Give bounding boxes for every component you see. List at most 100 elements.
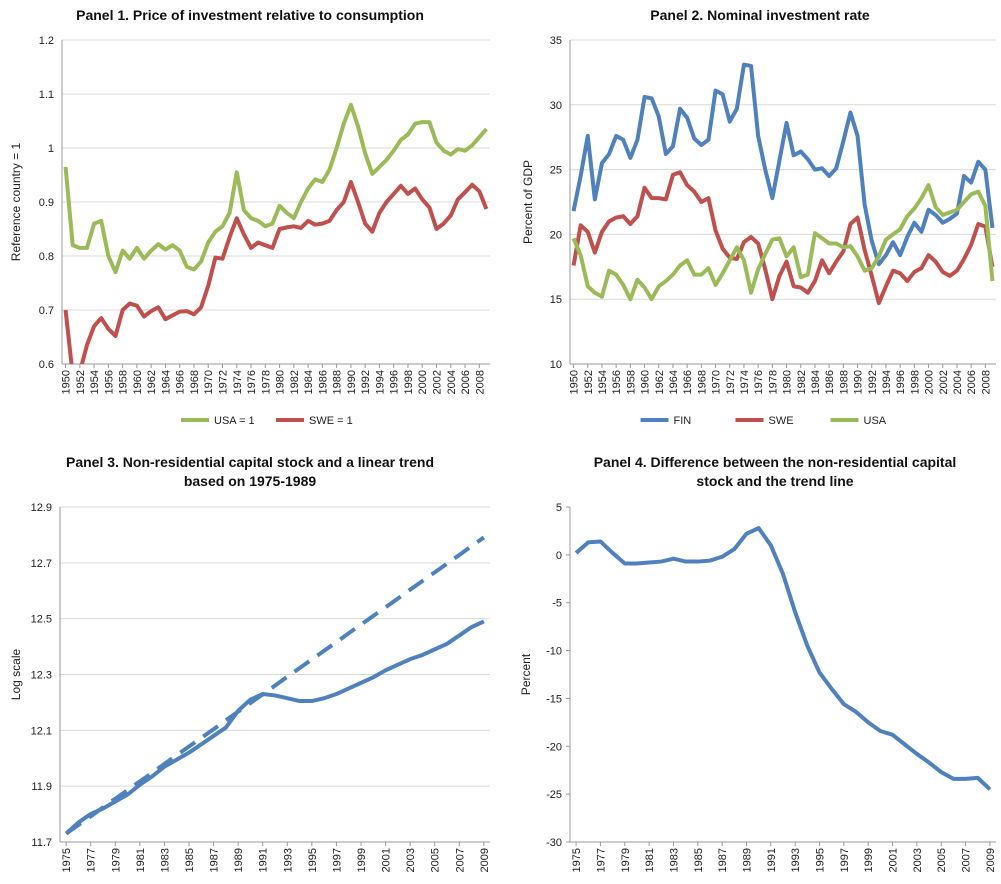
x-tick-label: 1974 <box>739 370 751 394</box>
x-tick-label: 1979 <box>110 848 122 872</box>
x-tick-label: 1958 <box>118 370 130 394</box>
x-tick-label: 1995 <box>307 848 319 872</box>
x-tick-label: 1950 <box>569 370 581 394</box>
x-tick-label: 2006 <box>460 370 472 394</box>
x-tick-label: 1988 <box>332 370 344 394</box>
x-tick-label: 1960 <box>132 370 144 394</box>
y-tick-label: 12.9 <box>31 502 52 514</box>
x-tick-label: 2004 <box>446 370 458 394</box>
y-tick-label: 30 <box>550 100 562 112</box>
x-tick-label: 1952 <box>75 370 87 394</box>
data-line <box>64 619 485 836</box>
x-tick-label: 1990 <box>853 370 865 394</box>
x-tick-label: 1980 <box>782 370 794 394</box>
x-tick-label: 1984 <box>303 370 315 394</box>
y-tick-label: 12.5 <box>31 614 52 626</box>
x-tick-label: 2003 <box>405 848 417 872</box>
x-tick-label: 1970 <box>203 370 215 394</box>
x-tick-label: 1997 <box>839 848 851 872</box>
chart-title: Panel 3. Non-residential capital stock a… <box>66 454 434 489</box>
y-tick-label: 12.1 <box>31 725 52 737</box>
x-tick-label: 1993 <box>790 848 802 872</box>
y-tick-label: 25 <box>550 165 562 177</box>
x-tick-label: 1986 <box>824 370 836 394</box>
x-tick-label: 2007 <box>961 848 973 872</box>
x-tick-label: 1992 <box>867 370 879 394</box>
y-axis-label: Reference country = 1 <box>9 142 23 261</box>
y-tick-label: 0 <box>556 550 562 562</box>
x-tick-label: 1995 <box>815 848 827 872</box>
x-tick-label: 1966 <box>175 370 187 394</box>
x-tick-label: 2009 <box>479 848 491 872</box>
data-line <box>63 180 489 364</box>
data-line <box>571 62 995 267</box>
x-tick-label: 1952 <box>583 370 595 394</box>
x-tick-label: 1985 <box>184 848 196 872</box>
y-tick-label: 12.3 <box>31 670 52 682</box>
y-tick-label: 10 <box>550 359 562 371</box>
x-tick-label: 1989 <box>233 848 245 872</box>
legend-label: USA = 1 <box>214 415 255 427</box>
x-tick-label: 1980 <box>275 370 287 394</box>
x-tick-label: 2001 <box>381 848 393 872</box>
x-tick-label: 2007 <box>454 848 466 872</box>
legend-label: USA <box>864 415 887 427</box>
x-tick-label: 2002 <box>432 370 444 394</box>
x-tick-label: 1982 <box>289 370 301 394</box>
y-tick-label: -30 <box>546 837 562 849</box>
x-tick-label: 1998 <box>909 370 921 394</box>
y-tick-label: 5 <box>556 502 562 514</box>
x-tick-label: 1958 <box>625 370 637 394</box>
x-tick-label: 2002 <box>938 370 950 394</box>
x-tick-label: 2008 <box>474 370 486 394</box>
x-tick-label: 1968 <box>696 370 708 394</box>
x-tick-label: 2004 <box>952 370 964 394</box>
x-tick-label: 1993 <box>282 848 294 872</box>
y-tick-label: -5 <box>552 598 562 610</box>
y-tick-label: -20 <box>546 741 562 753</box>
x-tick-label: 1962 <box>146 370 158 394</box>
x-tick-label: 1991 <box>766 848 778 872</box>
x-tick-label: 1991 <box>258 848 270 872</box>
y-axis-label: Percent of GDP <box>521 160 535 244</box>
x-tick-label: 1977 <box>595 848 607 872</box>
x-tick-label: 2005 <box>430 848 442 872</box>
x-tick-label: 1996 <box>389 370 401 394</box>
data-line <box>63 102 488 275</box>
x-tick-label: 1984 <box>810 370 822 394</box>
x-tick-label: 2003 <box>912 848 924 872</box>
legend-label: FIN <box>674 415 692 427</box>
legend-label: SWE <box>769 415 794 427</box>
y-tick-label: 0.9 <box>39 197 54 209</box>
x-tick-label: 1987 <box>717 848 729 872</box>
chart-title: Panel 2. Nominal investment rate <box>650 7 870 23</box>
x-tick-label: 1982 <box>796 370 808 394</box>
x-tick-label: 1983 <box>668 848 680 872</box>
x-tick-label: 1966 <box>682 370 694 394</box>
y-tick-label: 12.7 <box>31 558 52 570</box>
y-tick-label: 0.6 <box>39 359 54 371</box>
x-tick-label: 1994 <box>881 370 893 394</box>
x-tick-label: 1994 <box>374 370 386 394</box>
y-tick-label: 1.2 <box>39 35 54 47</box>
x-tick-label: 1999 <box>356 848 368 872</box>
x-tick-label: 2001 <box>888 848 900 872</box>
x-tick-label: 1981 <box>644 848 656 872</box>
x-tick-label: 1989 <box>741 848 753 872</box>
y-tick-label: 15 <box>550 294 562 306</box>
x-tick-label: 1985 <box>693 848 705 872</box>
x-tick-label: 1997 <box>331 848 343 872</box>
x-tick-label: 1998 <box>403 370 415 394</box>
x-tick-label: 1974 <box>232 370 244 394</box>
x-tick-label: 1979 <box>620 848 632 872</box>
y-tick-label: 0.7 <box>39 305 54 317</box>
x-tick-label: 1988 <box>838 370 850 394</box>
x-tick-label: 1999 <box>863 848 875 872</box>
y-tick-label: 11.7 <box>31 837 52 849</box>
data-line <box>64 535 486 836</box>
x-tick-label: 1964 <box>160 370 172 394</box>
x-tick-label: 1970 <box>711 370 723 394</box>
data-line <box>571 170 995 306</box>
